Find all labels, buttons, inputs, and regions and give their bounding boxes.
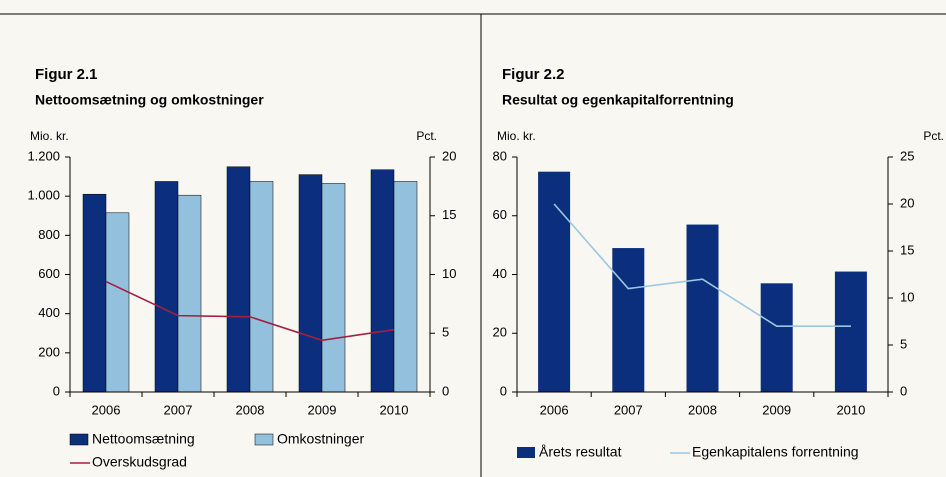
x-tick-label: 2008 (236, 402, 265, 417)
bar (393, 181, 418, 393)
bar (226, 166, 251, 393)
x-tick-label: 2009 (762, 402, 791, 417)
x-tick-label: 2009 (308, 402, 337, 417)
y-tick-label: 200 (38, 344, 60, 359)
bar (538, 171, 571, 392)
y2-tick-label: 25 (900, 148, 914, 163)
y-tick-label: 0 (500, 383, 507, 398)
bar (154, 181, 179, 393)
y2-tick-label: 10 (442, 266, 456, 281)
legend-label: Årets resultat (539, 444, 622, 460)
y-tick-label: 800 (38, 227, 60, 242)
y-axis-label: Mio. kr. (30, 129, 69, 143)
figure-title: Nettoomsætning og omkostninger (35, 92, 264, 108)
x-tick-label: 2008 (688, 402, 717, 417)
x-tick-label: 2007 (164, 402, 193, 417)
legend-swatch (254, 433, 274, 446)
y-axis-label: Mio. kr. (497, 129, 536, 143)
y-tick-label: 1.200 (27, 148, 60, 163)
y-tick-label: 80 (493, 148, 507, 163)
y-tick-label: 0 (53, 383, 60, 398)
y2-tick-label: 5 (900, 336, 907, 351)
legend-swatch (69, 433, 89, 446)
figure-number: Figur 2.1 (35, 66, 98, 83)
line-series (553, 203, 851, 327)
bar (249, 181, 274, 393)
y2-axis-label: Pct. (923, 129, 944, 143)
y2-tick-label: 15 (442, 207, 456, 222)
legend-swatch (517, 447, 535, 458)
y2-axis-label: Pct. (416, 129, 437, 143)
x-tick-label: 2010 (380, 402, 409, 417)
bar (298, 174, 323, 393)
x-tick-label: 2007 (614, 402, 643, 417)
legend-label: Nettoomsætning (92, 431, 195, 447)
bar (760, 283, 793, 392)
bar (177, 194, 202, 393)
y-tick-label: 1.000 (27, 188, 60, 203)
bar (370, 169, 395, 393)
bar (686, 224, 719, 392)
y-tick-label: 400 (38, 305, 60, 320)
y-tick-label: 20 (493, 325, 507, 340)
figure-title: Resultat og egenkapitalforrentning (502, 92, 734, 108)
y2-tick-label: 0 (900, 383, 907, 398)
bar (105, 212, 130, 393)
y2-tick-label: 20 (442, 148, 456, 163)
x-tick-label: 2006 (540, 402, 569, 417)
legend-label: Egenkapitalens forrentning (692, 444, 859, 460)
legend-label: Overskudsgrad (92, 454, 187, 470)
y2-tick-label: 15 (900, 242, 914, 257)
line-series (105, 280, 395, 342)
x-tick-label: 2010 (836, 402, 865, 417)
x-tick-label: 2006 (92, 402, 121, 417)
y2-tick-label: 5 (442, 325, 449, 340)
figure-number: Figur 2.2 (502, 66, 565, 83)
bar (321, 183, 346, 393)
y-tick-label: 40 (493, 266, 507, 281)
bar (834, 271, 867, 392)
bar (82, 193, 107, 393)
y-tick-label: 60 (493, 207, 507, 222)
y2-tick-label: 0 (442, 383, 449, 398)
y-tick-label: 600 (38, 266, 60, 281)
bar (612, 248, 645, 392)
legend-label: Omkostninger (277, 431, 364, 447)
y2-tick-label: 20 (900, 195, 914, 210)
y2-tick-label: 10 (900, 289, 914, 304)
